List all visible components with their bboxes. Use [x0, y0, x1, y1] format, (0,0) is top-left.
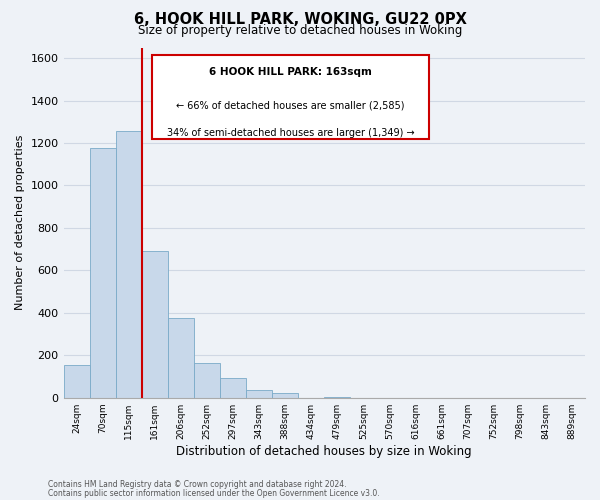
- Y-axis label: Number of detached properties: Number of detached properties: [15, 135, 25, 310]
- Bar: [142, 252, 168, 398]
- Bar: [220, 378, 246, 398]
- Bar: [272, 393, 298, 398]
- Text: ← 66% of detached houses are smaller (2,585): ← 66% of detached houses are smaller (2,…: [176, 100, 404, 110]
- X-axis label: Distribution of detached houses by size in Woking: Distribution of detached houses by size …: [176, 444, 472, 458]
- Bar: [194, 362, 220, 398]
- Text: 6 HOOK HILL PARK: 163sqm: 6 HOOK HILL PARK: 163sqm: [209, 67, 372, 77]
- Bar: [168, 318, 194, 398]
- Text: Size of property relative to detached houses in Woking: Size of property relative to detached ho…: [138, 24, 462, 37]
- Bar: [116, 132, 142, 398]
- Text: Contains HM Land Registry data © Crown copyright and database right 2024.: Contains HM Land Registry data © Crown c…: [48, 480, 347, 489]
- Text: Contains public sector information licensed under the Open Government Licence v3: Contains public sector information licen…: [48, 488, 380, 498]
- Text: 34% of semi-detached houses are larger (1,349) →: 34% of semi-detached houses are larger (…: [167, 128, 414, 138]
- Bar: [64, 365, 89, 398]
- Bar: [89, 148, 116, 398]
- Text: 6, HOOK HILL PARK, WOKING, GU22 0PX: 6, HOOK HILL PARK, WOKING, GU22 0PX: [134, 12, 466, 28]
- FancyBboxPatch shape: [152, 54, 428, 138]
- Bar: [246, 390, 272, 398]
- Bar: [324, 396, 350, 398]
